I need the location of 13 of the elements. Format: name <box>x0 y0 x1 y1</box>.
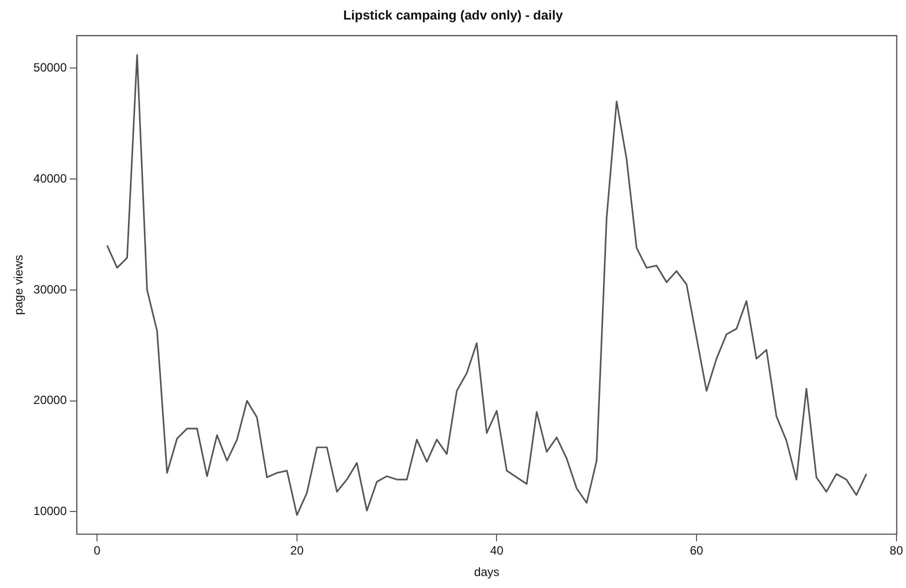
chart-title: Lipstick campaing (adv only) - daily <box>343 7 564 22</box>
x-tick-label: 20 <box>290 544 304 558</box>
y-tick-label: 40000 <box>33 171 68 186</box>
x-tick-label: 40 <box>490 544 504 558</box>
x-tick-label: 80 <box>890 544 904 558</box>
y-tick-label: 30000 <box>33 282 68 296</box>
x-tick-label: 0 <box>94 544 101 558</box>
y-tick-label: 20000 <box>33 393 68 408</box>
y-axis-title: page views <box>12 254 26 315</box>
x-tick-label: 60 <box>690 544 704 558</box>
x-axis-title: days <box>474 565 500 580</box>
y-tick-label: 10000 <box>33 504 68 518</box>
y-tick-label: 50000 <box>33 60 68 75</box>
